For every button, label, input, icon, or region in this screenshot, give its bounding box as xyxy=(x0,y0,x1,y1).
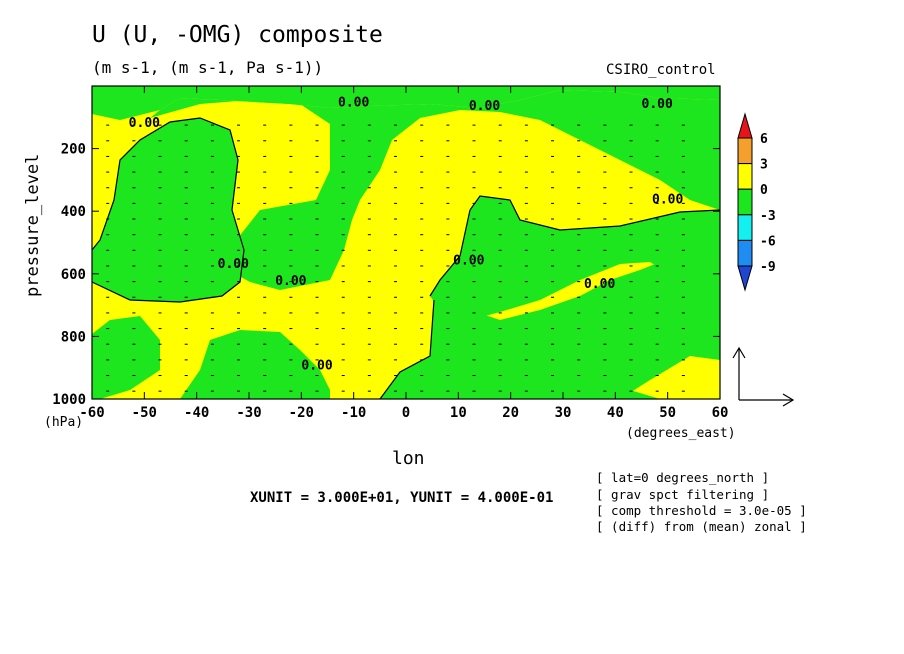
y-tick-label: 400 xyxy=(61,204,86,220)
x-tick-label: 0 xyxy=(402,405,410,421)
vector-scale-text: XUNIT = 3.000E+01, YUNIT = 4.000E-01 xyxy=(250,490,554,506)
x-tick-label: -30 xyxy=(236,405,261,421)
contour-label: 0.00 xyxy=(275,274,306,289)
contour-label: 0.00 xyxy=(584,277,615,292)
x-tick-label: 30 xyxy=(555,405,572,421)
colorbar-segment xyxy=(737,112,753,139)
x-tick-label: -40 xyxy=(184,405,209,421)
y-tick-label: 800 xyxy=(61,329,86,345)
contour-label: 0.00 xyxy=(129,116,160,131)
colorbar-segment xyxy=(737,163,753,190)
note-diff: [ (diff) from (mean) zonal ] xyxy=(596,519,807,534)
y-tick-label: 200 xyxy=(61,142,86,158)
colorbar-segment xyxy=(737,214,753,241)
negative-region-southeast xyxy=(380,262,720,399)
contour-field xyxy=(92,86,720,399)
negative-region-central xyxy=(150,90,720,290)
colorbar-label: -9 xyxy=(760,260,776,275)
x-tick-label: 20 xyxy=(502,405,519,421)
colorbar-segment xyxy=(737,137,753,165)
reference-vector xyxy=(732,346,795,407)
note-filtering: [ grav spct filtering ] xyxy=(596,487,770,502)
x-tick-label: 50 xyxy=(659,405,676,421)
x-tick-label: 10 xyxy=(450,405,467,421)
contour-line-zero xyxy=(379,299,435,399)
colorbar-segment xyxy=(737,188,753,216)
note-threshold: [ comp threshold = 3.0e-05 ] xyxy=(596,503,807,518)
colorbar-label: 3 xyxy=(760,158,768,173)
chart-subtitle: (m s-1, (m s-1, Pa s-1)) xyxy=(92,58,324,77)
x-tick-label: 40 xyxy=(607,405,624,421)
y-axis-ticks: 200 400 600 800 1000 xyxy=(52,142,720,408)
x-tick-label: 60 xyxy=(712,405,729,421)
contour-line-zero xyxy=(469,195,720,231)
contour-label: 0.00 xyxy=(301,359,332,374)
note-latitude: [ lat=0 degrees_north ] xyxy=(596,470,770,485)
colorbar: 6 3 0 -3 -6 -9 xyxy=(737,112,776,292)
negative-region-southwest xyxy=(92,316,160,399)
y-tick-label: 1000 xyxy=(52,392,86,408)
y-tick-label: 600 xyxy=(61,267,86,283)
y-axis-unit: (hPa) xyxy=(44,415,84,430)
x-tick-label: -10 xyxy=(341,405,366,421)
wind-vector-dots xyxy=(106,124,685,392)
chart-title: U (U, -OMG) composite xyxy=(92,22,383,48)
contour-label: 0.00 xyxy=(218,257,249,272)
contour-label: 0.00 xyxy=(642,97,673,112)
contour-line-zero xyxy=(429,209,471,297)
x-tick-label: -50 xyxy=(132,405,157,421)
contour-label: 0.00 xyxy=(338,96,369,111)
x-axis-label: lon xyxy=(392,448,425,469)
model-name: CSIRO_control xyxy=(606,62,716,78)
contour-label: 0.00 xyxy=(469,99,500,114)
colorbar-segment xyxy=(737,265,753,292)
x-axis-unit: (degrees_east) xyxy=(626,426,736,441)
negative-region-southeast-corner xyxy=(548,350,660,399)
negative-region-east-mid xyxy=(430,196,720,320)
contour-labels: 0.00 0.00 0.00 0.00 0.00 0.00 0.00 0.00 0.00 0.00 xyxy=(129,96,684,374)
x-tick-label: -60 xyxy=(79,405,104,421)
negative-region-west xyxy=(92,118,244,302)
colorbar-label: -3 xyxy=(760,209,776,224)
colorbar-segment xyxy=(737,239,753,267)
colorbar-label: -6 xyxy=(760,234,776,249)
negative-region-top-band xyxy=(92,86,720,120)
colorbar-label: 0 xyxy=(760,183,768,198)
contour-label: 0.00 xyxy=(453,254,484,269)
contour-label: 0.00 xyxy=(652,193,683,208)
colorbar-label: 6 xyxy=(760,132,768,147)
contour-line-zero xyxy=(92,117,245,303)
x-tick-label: -20 xyxy=(289,405,314,421)
x-axis-ticks: -60 -50 -40 -30 -20 -10 0 10 20 30 40 50 60 xyxy=(79,86,728,421)
negative-region-south-central xyxy=(180,330,330,399)
